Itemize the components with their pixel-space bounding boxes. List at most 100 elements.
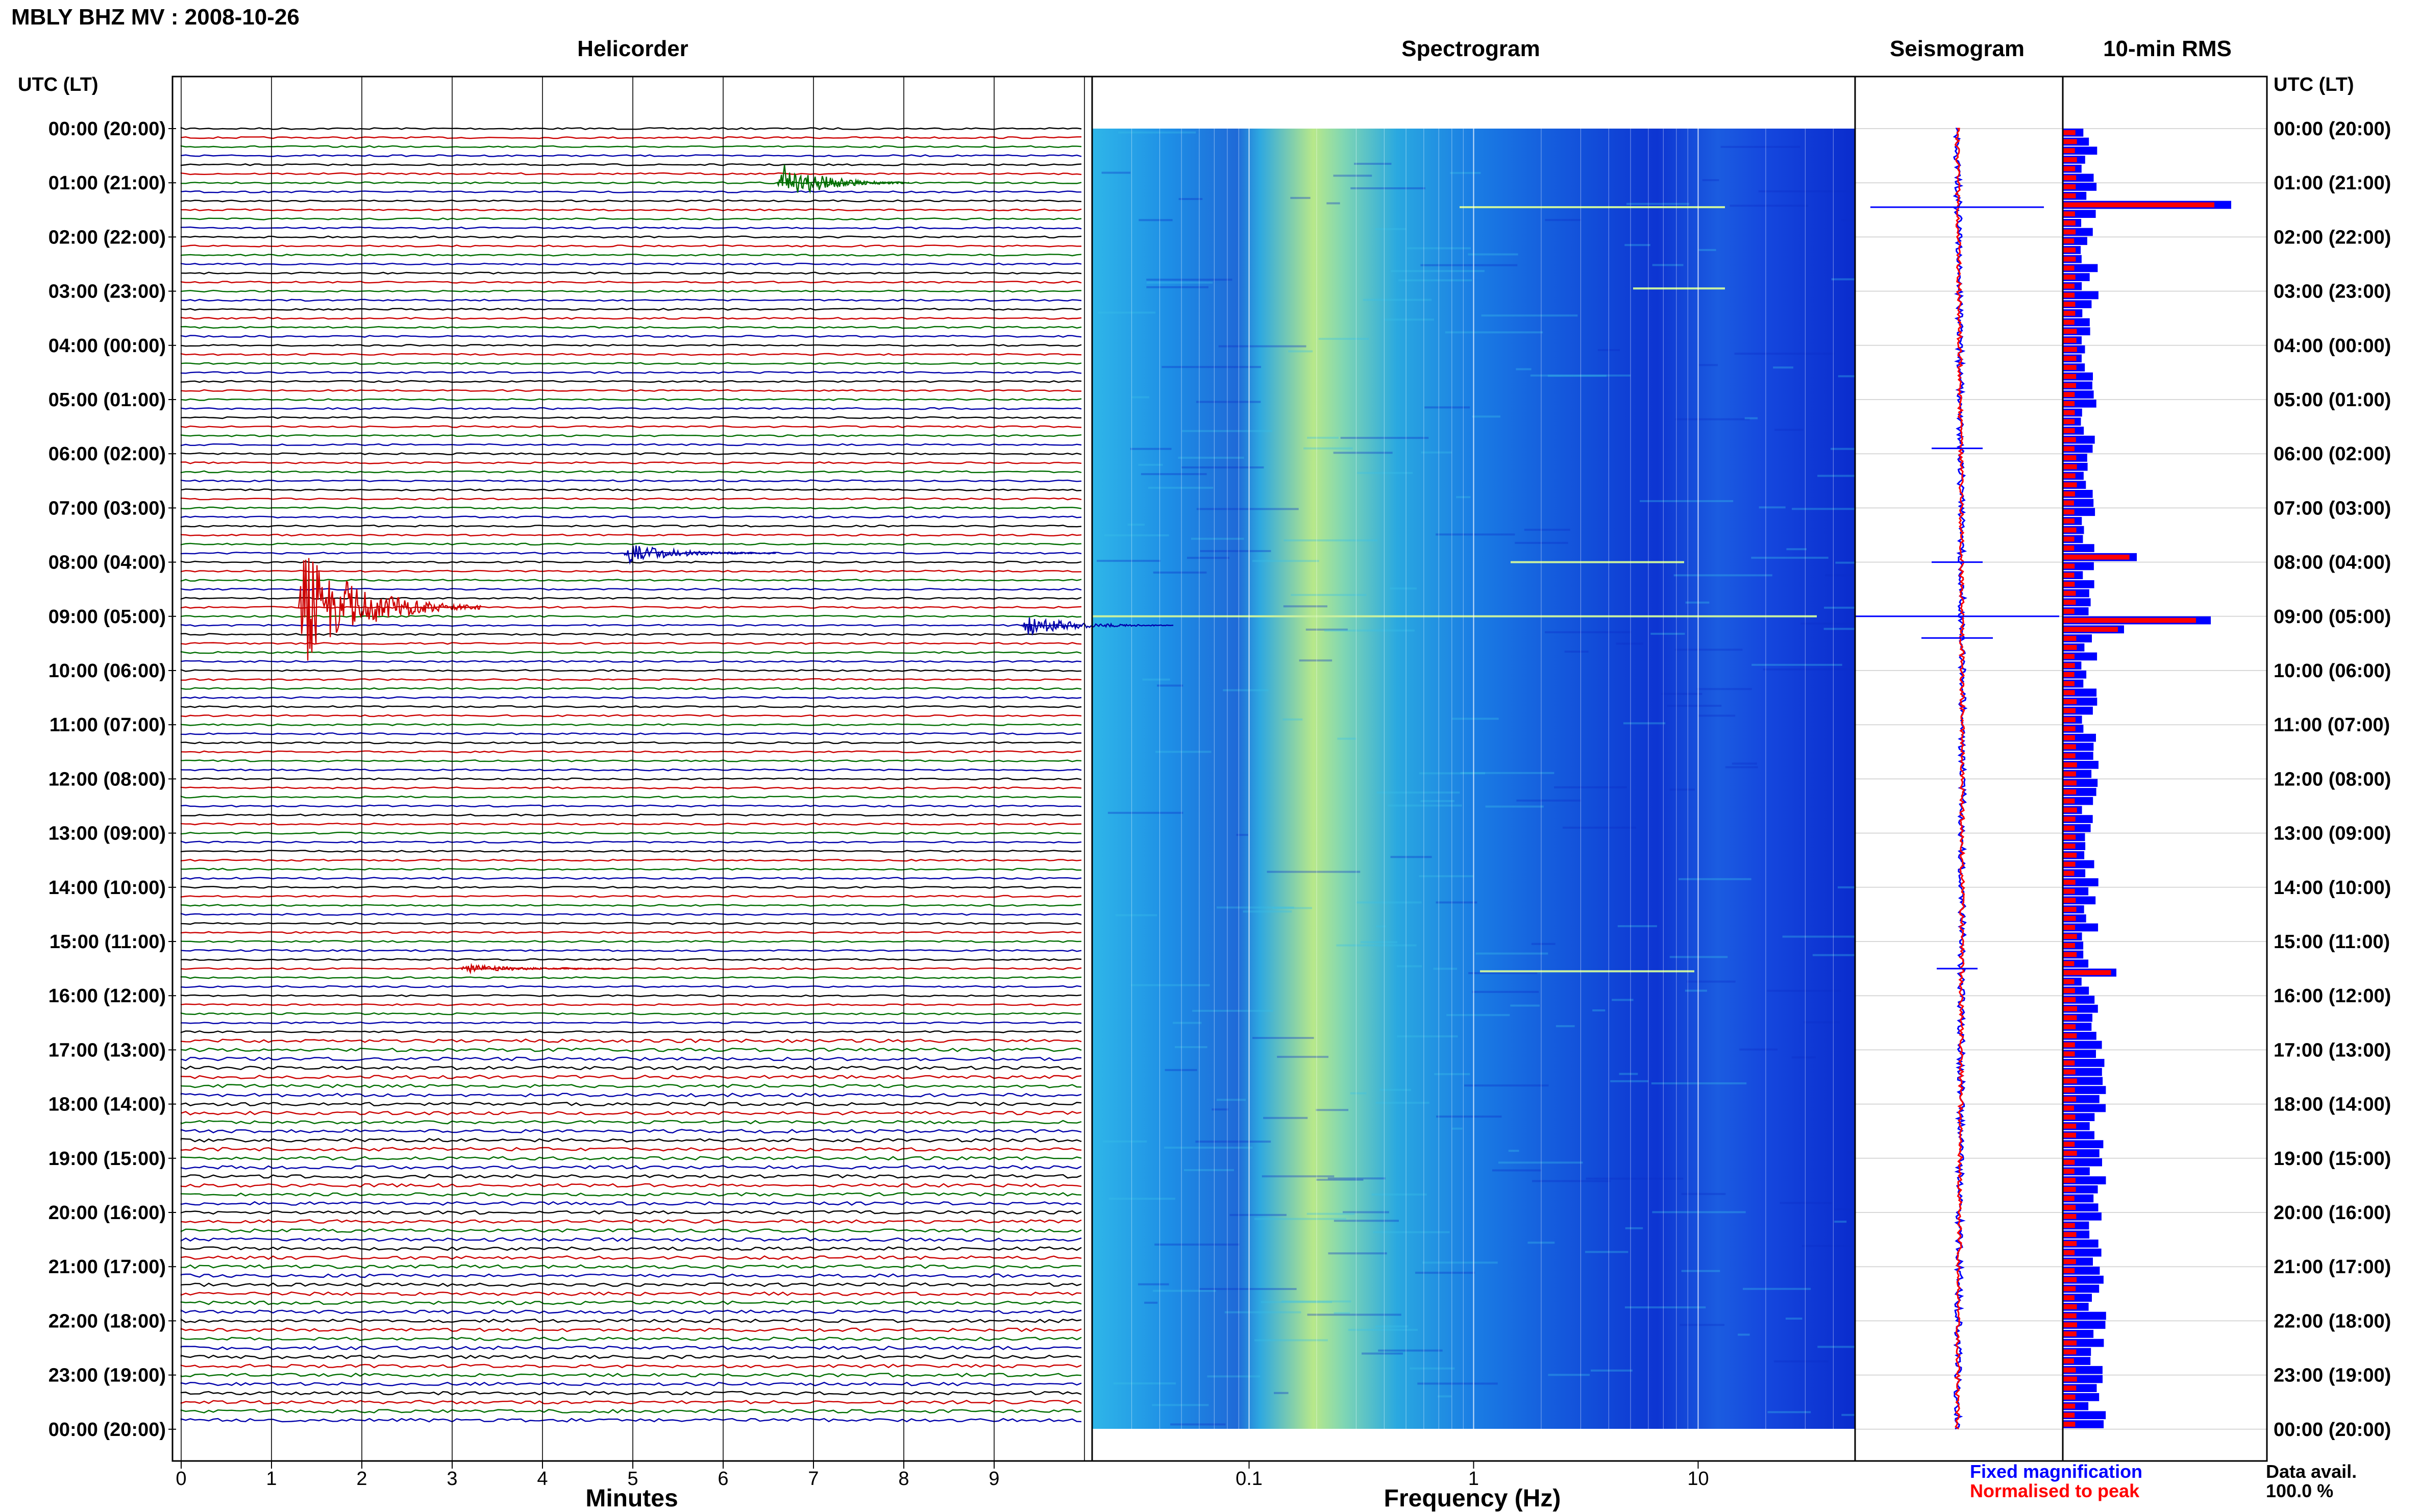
spectrogram-cell (1195, 1141, 1271, 1143)
spectrogram-cell (1791, 1056, 1816, 1059)
spectrogram-cell (1804, 1021, 1840, 1024)
helicorder-trace (180, 1030, 1082, 1033)
rms-bar-normalised (2063, 825, 2075, 831)
rms-bar-normalised (2063, 1322, 2077, 1328)
rms-bar-normalised (2063, 211, 2075, 216)
spectrogram-cell (1154, 1243, 1240, 1246)
spectrogram-cell (1446, 1014, 1510, 1017)
rms-bar-normalised (2063, 844, 2076, 849)
rms-bar-normalised (2063, 1142, 2075, 1147)
spectrogram-cell (1652, 264, 1684, 266)
hour-label-left: 06:00 (02:00) (48, 443, 166, 465)
helicorder-trace (180, 867, 1081, 871)
rms-bar-normalised (2063, 871, 2075, 876)
rms-bar-normalised (2063, 365, 2077, 370)
rms-bar-normalised (2063, 1385, 2077, 1391)
spectrogram-cell (1361, 941, 1398, 944)
spectrogram-cell (1348, 1329, 1418, 1331)
helicorder-x-label: Minutes (585, 1485, 678, 1512)
spectrogram-cell (1456, 496, 1471, 499)
spectrogram-cell (1175, 1046, 1207, 1048)
spectrogram-cell (1516, 368, 1532, 370)
helicorder-trace (180, 235, 1082, 239)
rms-bar-normalised (2063, 1051, 2075, 1057)
spectrogram-cell (1751, 557, 1829, 559)
rms-bar-normalised (2063, 1087, 2075, 1093)
minute-tick-label: 3 (447, 1468, 457, 1490)
spectrogram-cell (1388, 804, 1462, 807)
rms-bar-normalised (2063, 1268, 2075, 1273)
spectrogram-cell (1407, 247, 1471, 250)
spectrogram-cell (1681, 1193, 1726, 1195)
spectrogram-cell (1743, 1287, 1811, 1290)
helicorder-trace (180, 1183, 1082, 1188)
spectrogram-cell (1130, 448, 1172, 450)
helicorder-trace (180, 299, 1082, 302)
spectrogram-cell (1391, 270, 1485, 272)
spectrogram-cell (1616, 642, 1643, 645)
spectrogram-cell (1751, 663, 1842, 666)
spectrogram-cell (1139, 219, 1173, 221)
spectrogram-cell (1834, 1221, 1847, 1223)
spectrogram-cell (1229, 1213, 1287, 1216)
spectrogram-cell (1146, 281, 1213, 284)
helicorder-trace (180, 569, 1082, 573)
rms-bar-normalised (2063, 1169, 2075, 1174)
spectrogram-cell (1350, 187, 1425, 189)
rms-bar-normalised (2063, 1277, 2077, 1282)
spectrogram-cell (1291, 593, 1367, 596)
spectrogram-cell (1146, 286, 1208, 288)
helicorder-trace (180, 398, 1082, 401)
hour-label-left: 21:00 (17:00) (48, 1256, 166, 1278)
helicorder-trace (180, 1400, 1082, 1405)
spectrogram-cell (1415, 1272, 1475, 1274)
helicorder-trace (180, 714, 1082, 717)
spectrogram-cell (1698, 714, 1736, 717)
spectrogram-cell (1236, 834, 1248, 836)
hour-label-right: 04:00 (00:00) (2274, 335, 2391, 357)
rms-bar-normalised (2063, 130, 2076, 135)
hour-label-right: 08:00 (04:00) (2274, 552, 2391, 574)
hour-label-left: 08:00 (04:00) (48, 552, 166, 574)
spectrogram-title: Spectrogram (1401, 36, 1540, 61)
spectrogram-cell (1800, 623, 1855, 625)
helicorder-trace (180, 1210, 1082, 1215)
helicorder-trace (180, 425, 1082, 428)
rms-bar-normalised (2063, 392, 2075, 397)
rms-bar-normalised (2063, 1196, 2075, 1201)
spectrogram-cell (1224, 1311, 1301, 1313)
spectrogram-cell (1623, 722, 1666, 725)
rms-bar-normalised (2063, 518, 2075, 524)
helicorder-trace (180, 958, 1082, 961)
hour-label-left: 23:00 (19:00) (48, 1365, 166, 1386)
rms-bar-normalised (2063, 338, 2077, 343)
spectrogram-cell (1838, 375, 1855, 378)
hour-label-left: 01:00 (21:00) (48, 172, 166, 194)
spectrogram-cell (1524, 529, 1570, 531)
helicorder-trace (180, 1120, 1082, 1125)
helicorder-trace (180, 1056, 1082, 1061)
spectrogram-cell (1379, 1088, 1412, 1091)
helicorder-event (623, 545, 776, 565)
spectrogram-cell (1422, 1261, 1498, 1264)
rms-bar-normalised (2063, 907, 2077, 912)
spectrogram-cell (1131, 396, 1149, 399)
spectrogram-cell (1460, 772, 1554, 774)
helicorder-trace (180, 705, 1082, 708)
rms-bar-normalised (2063, 735, 2075, 740)
rms-bar-normalised (2063, 311, 2076, 316)
spectrogram-cell (1199, 1288, 1297, 1290)
spectrogram-cell (1305, 628, 1348, 631)
spectrogram-cell (1626, 203, 1690, 205)
hour-label-right: 03:00 (23:00) (2274, 281, 2391, 303)
helicorder-trace (180, 497, 1082, 501)
helicorder-trace (180, 1201, 1082, 1206)
spectrogram-cell (1652, 1211, 1746, 1213)
spectrogram-cell (1316, 1109, 1349, 1111)
hour-label-left: 00:00 (20:00) (48, 1419, 166, 1441)
spectrogram-cell (1669, 788, 1695, 791)
spectrogram-cell (1433, 968, 1458, 970)
spectrogram-cell (1785, 1318, 1803, 1320)
figure-title: MBLY BHZ MV : 2008-10-26 (11, 5, 300, 30)
hour-label-right: 00:00 (20:00) (2274, 118, 2391, 140)
